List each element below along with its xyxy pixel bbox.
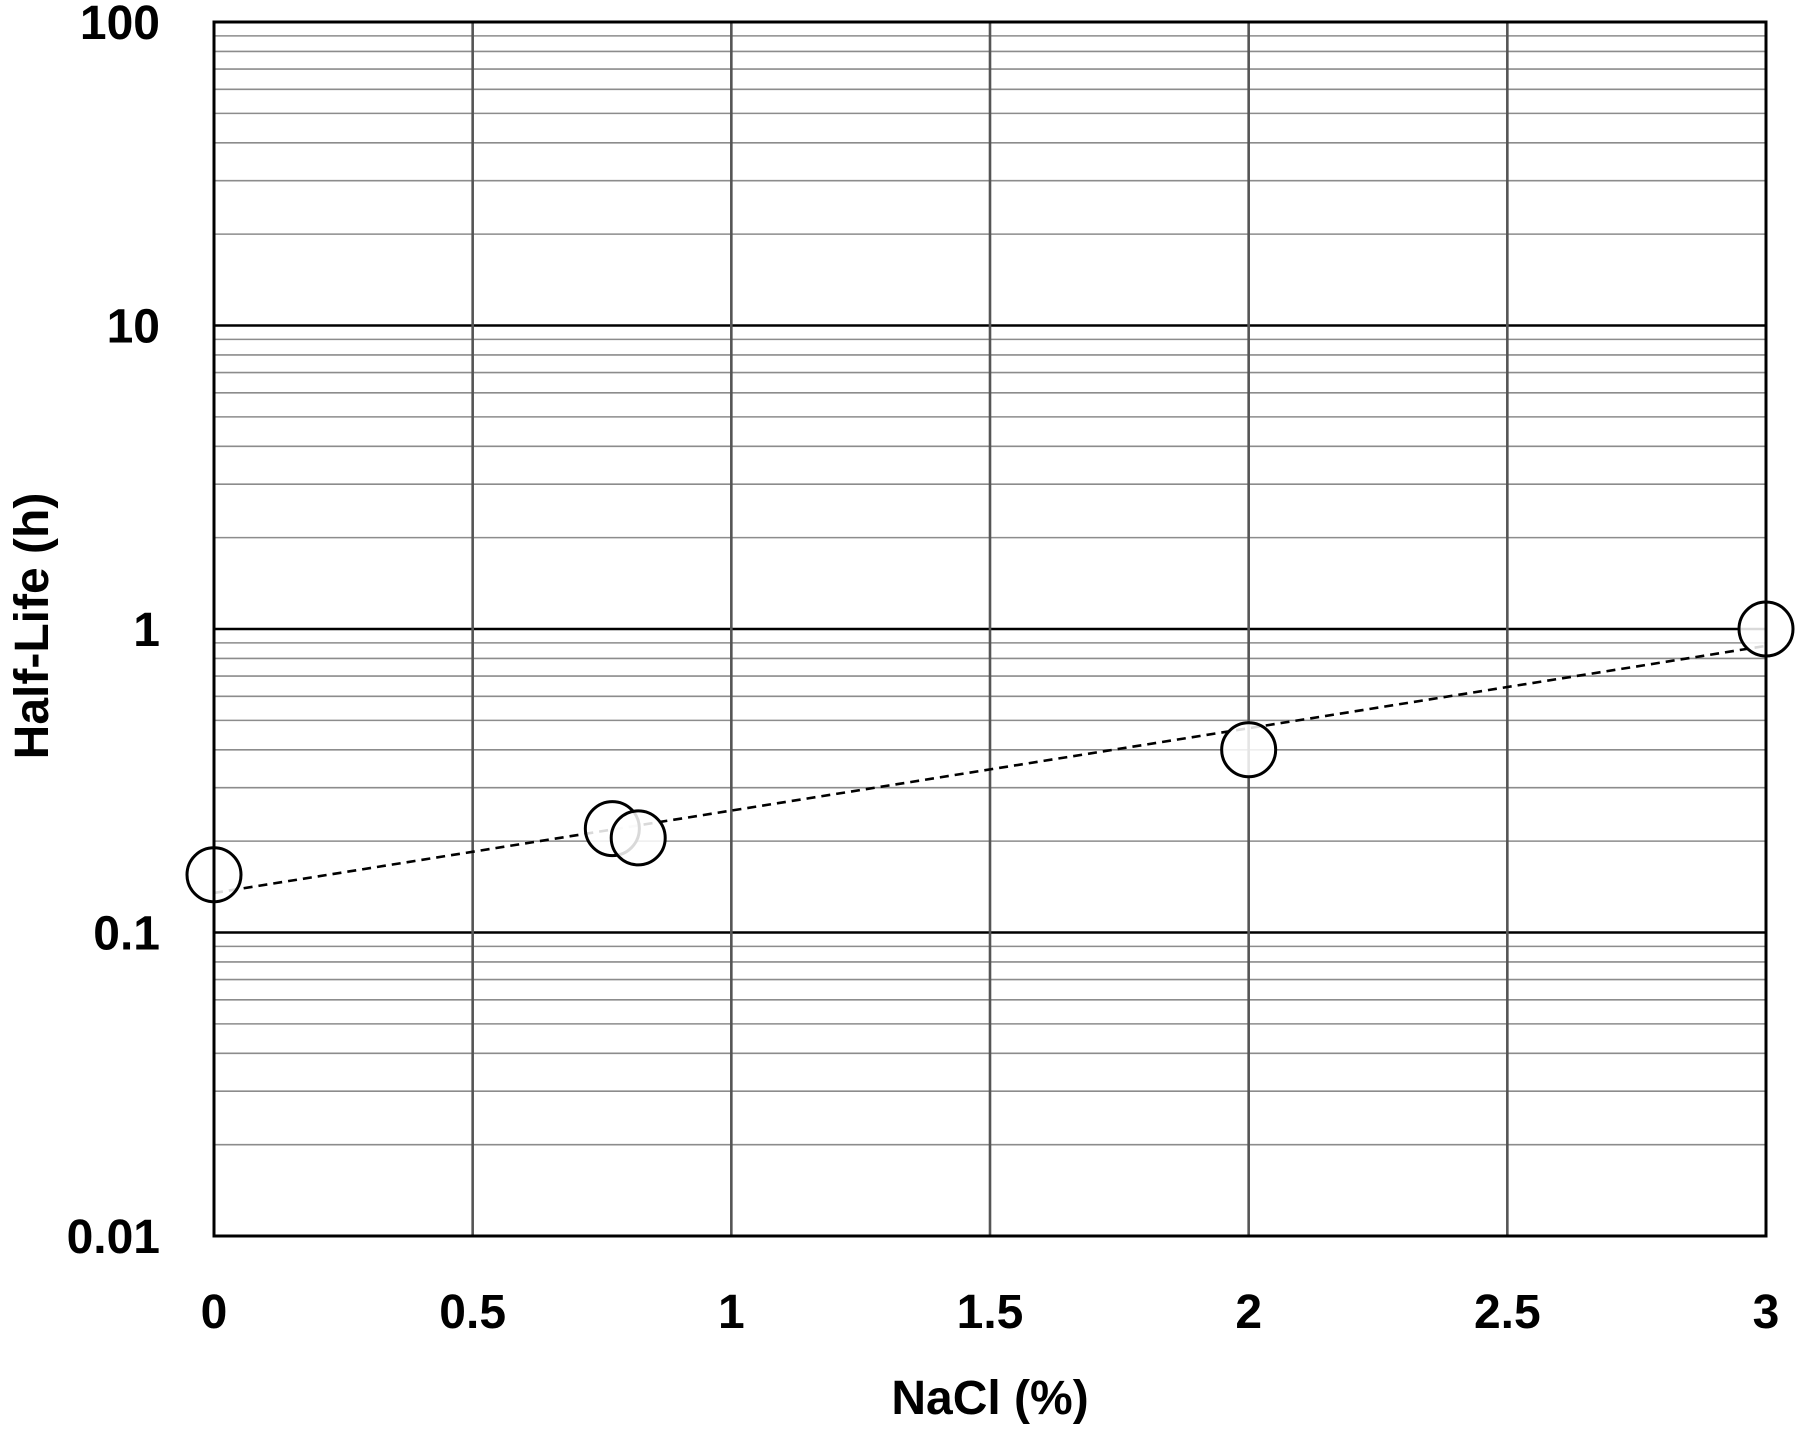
plot-border (212, 20, 1768, 1238)
y-tick-label: 0.01 (67, 1211, 160, 1264)
data-point (609, 809, 667, 867)
x-tick-label: 0.5 (439, 1286, 506, 1339)
x-tick-label: 3 (1753, 1286, 1780, 1339)
x-tick-label: 1 (718, 1286, 745, 1339)
trendline-group (213, 644, 1767, 895)
y-tick-label: 10 (107, 301, 160, 354)
y-tick-labels: 0.01 0.1 1 10 100 (67, 0, 160, 1264)
y-tick-label: 1 (133, 604, 160, 657)
x-tick-label: 1.5 (957, 1286, 1024, 1339)
x-tick-label: 2.5 (1474, 1286, 1541, 1339)
y-axis-title: Half-Life (h) (6, 493, 59, 760)
data-point (1220, 721, 1278, 779)
y-tick-label: 0.1 (93, 908, 160, 961)
x-tick-label: 2 (1235, 1286, 1262, 1339)
x-tick-label: 0 (201, 1286, 228, 1339)
x-axis-title: NaCl (%) (891, 1372, 1088, 1425)
plot-frame (212, 20, 1768, 1238)
x-tick-labels: 0 0.5 1 1.5 2 2.5 3 (201, 1286, 1780, 1339)
trendline (213, 644, 1767, 895)
y-tick-label: 100 (80, 0, 160, 50)
